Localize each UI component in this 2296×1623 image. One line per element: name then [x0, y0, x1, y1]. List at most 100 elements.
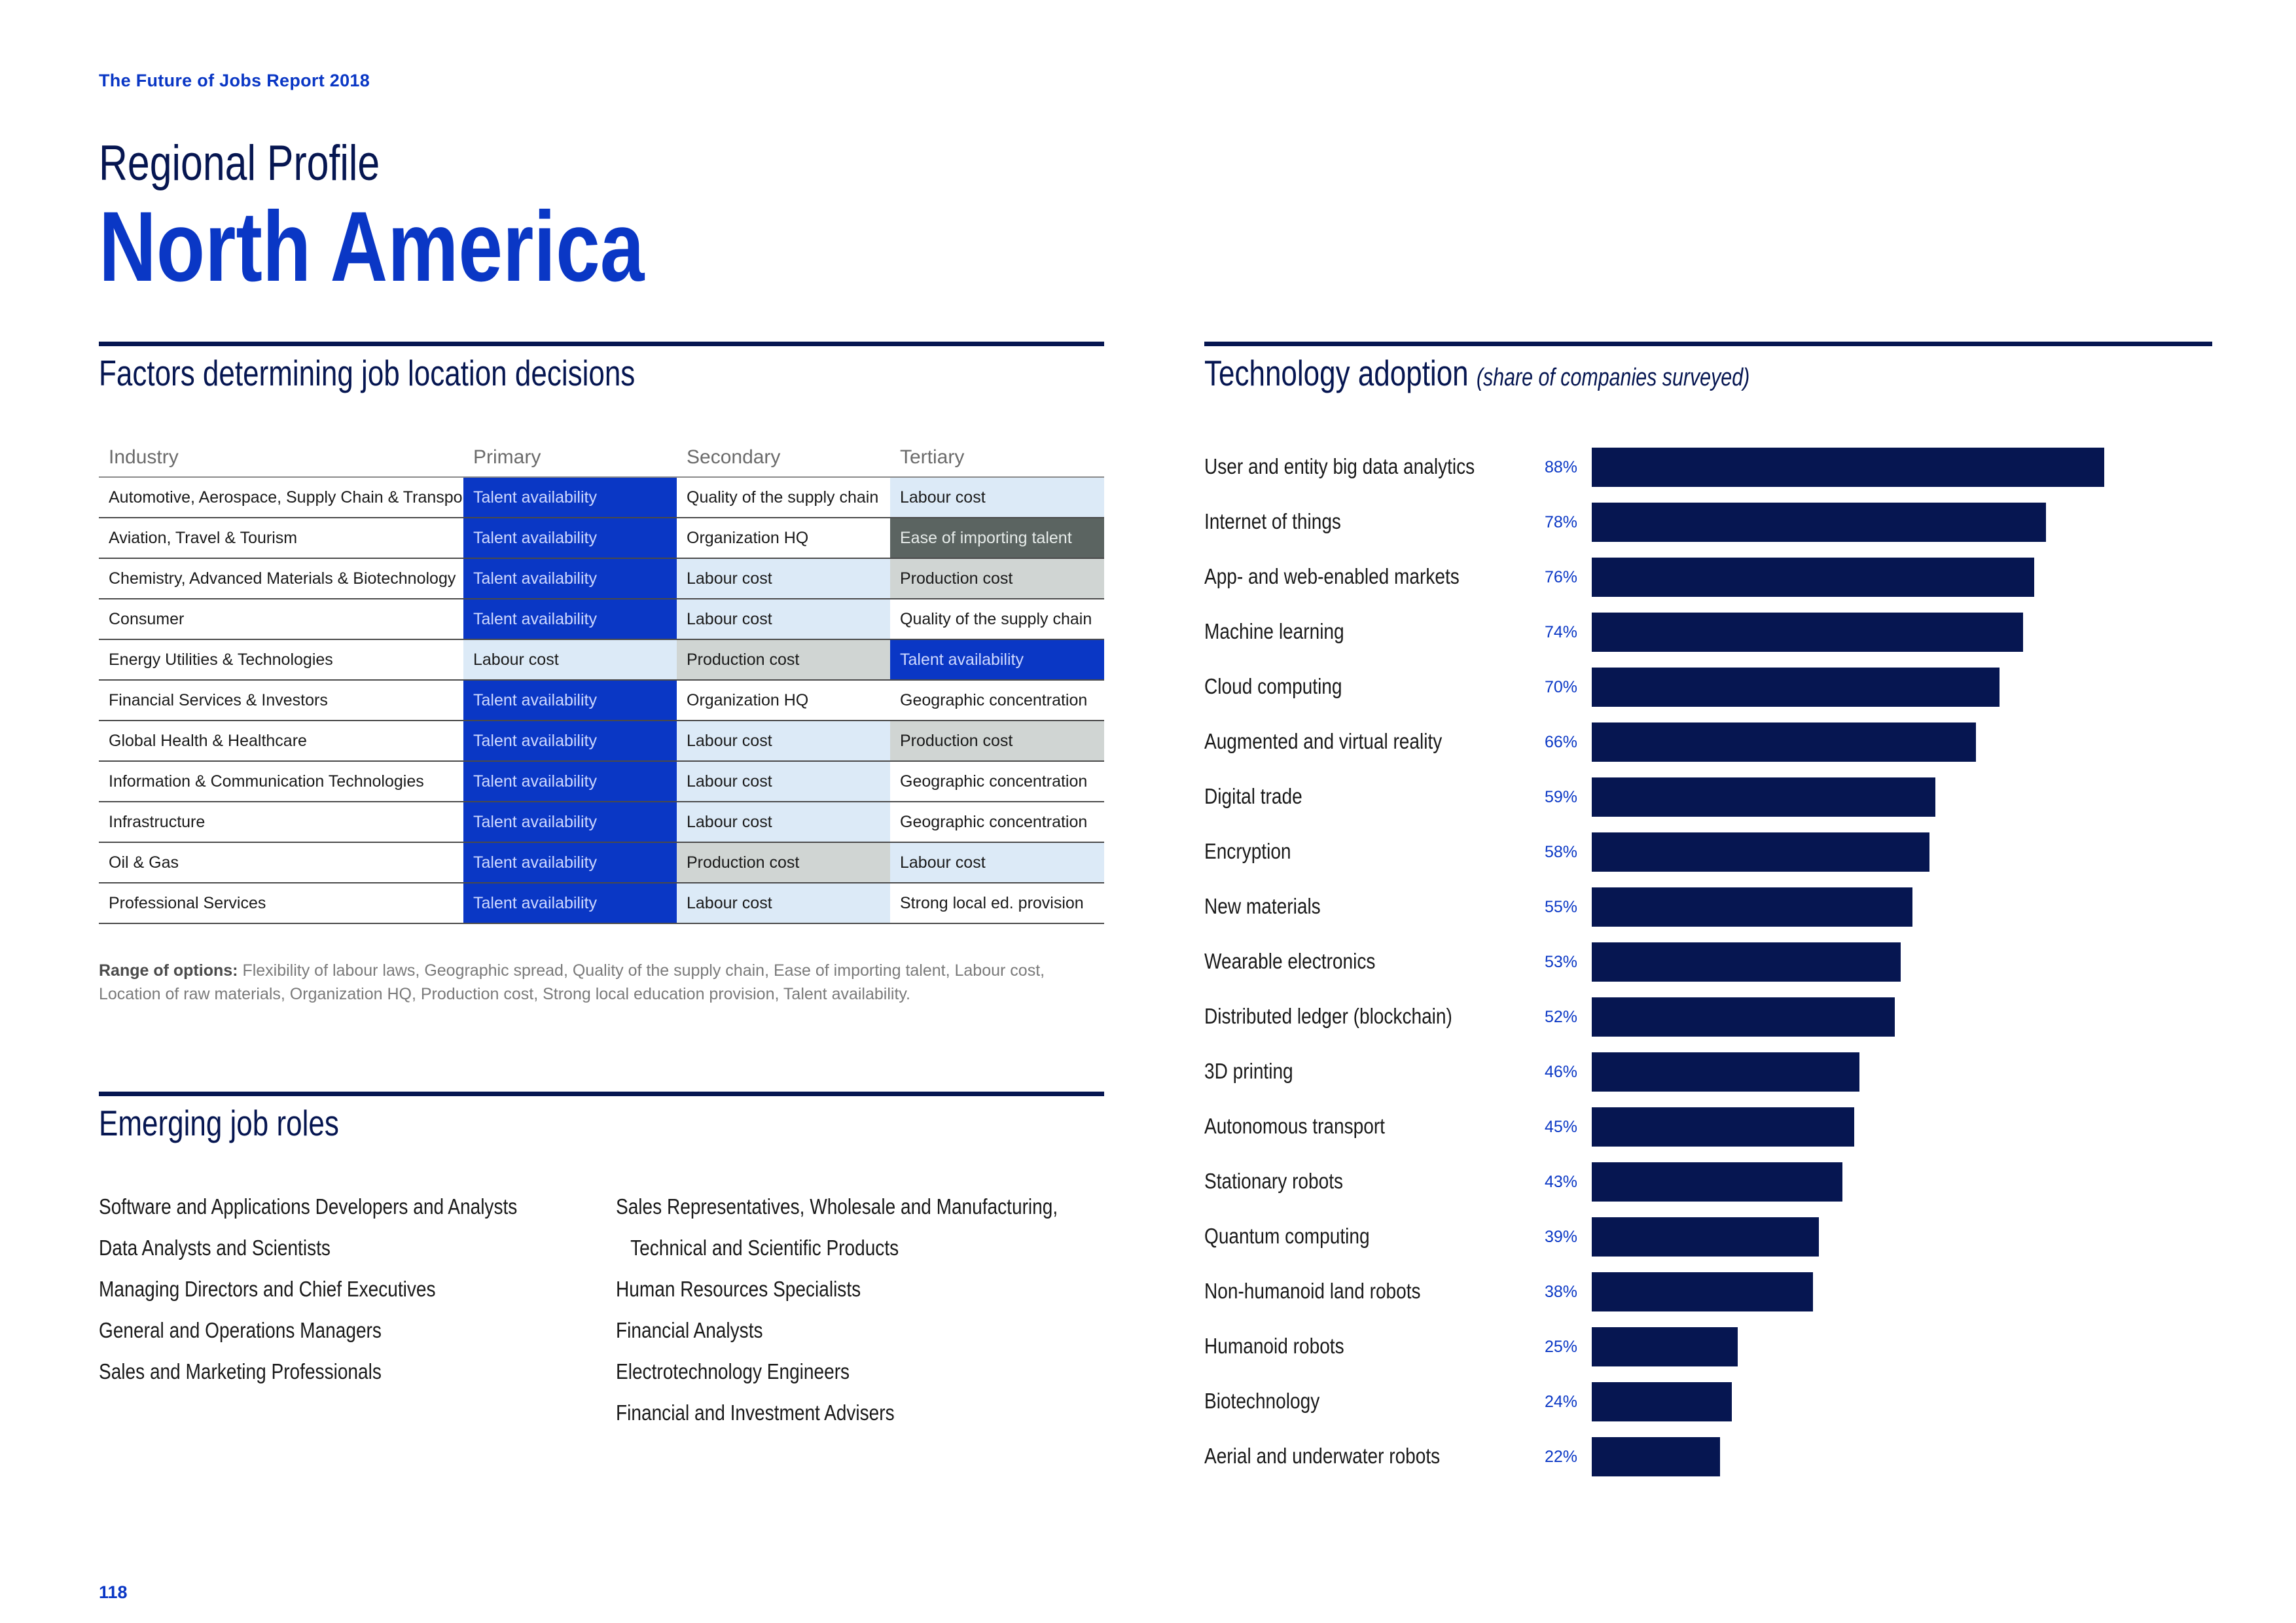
factors-row: Oil & Gas Talent availability Production c…: [99, 842, 1104, 883]
factors-row: Professional Services Talent availability…: [99, 883, 1104, 924]
primary-factor-cell: Labour cost: [463, 639, 677, 681]
factors-table: Industry Primary Secondary Tertiary Auto…: [99, 438, 1104, 924]
factors-title: Factors determining job location decisio…: [99, 353, 636, 393]
bar: [1592, 1327, 1738, 1366]
primary-factor-cell: Talent availability: [463, 802, 677, 843]
tertiary-factor-cell: Quality of the supply chain: [890, 599, 1104, 640]
industry-cell: Financial Services & Investors: [99, 680, 463, 721]
bar: [1592, 1162, 1842, 1202]
primary-factor-cell: Talent availability: [463, 477, 677, 518]
bar-value-label: 88%: [1545, 458, 1578, 476]
bar-value-label: 38%: [1545, 1283, 1578, 1301]
tech-title-subtitle: (share of companies surveyed): [1476, 364, 1750, 391]
column-header-tertiary: Tertiary: [890, 438, 1104, 478]
factors-row: Automotive, Aerospace, Supply Chain & Tr…: [99, 477, 1104, 518]
bar-category-label: Non-humanoid land robots: [1204, 1279, 1421, 1303]
bar-category-label: Encryption: [1204, 839, 1291, 863]
factors-row: Financial Services & Investors Talent ava…: [99, 680, 1104, 721]
secondary-factor-cell: Labour cost: [677, 558, 890, 599]
secondary-factor-cell: Labour cost: [677, 721, 890, 762]
factors-row: Aviation, Travel & Tourism Talent availab…: [99, 518, 1104, 559]
bar-value-label: 43%: [1545, 1173, 1578, 1191]
region-title: North America: [99, 191, 645, 302]
bar-value-label: 46%: [1545, 1063, 1578, 1081]
tech-rule: [1204, 342, 2212, 346]
bar-value-label: 55%: [1545, 898, 1578, 916]
role-item: Data Analysts and Scientists: [99, 1236, 331, 1260]
bar-category-label: Internet of things: [1204, 509, 1341, 533]
bar-value-label: 76%: [1545, 568, 1578, 586]
bar-value-label: 58%: [1545, 843, 1578, 861]
secondary-factor-cell: Labour cost: [677, 883, 890, 924]
roles-title: Emerging job roles: [99, 1103, 339, 1143]
industry-cell: Consumer: [99, 599, 463, 640]
primary-factor-cell: Talent availability: [463, 518, 677, 559]
secondary-factor-cell: Labour cost: [677, 761, 890, 802]
bar: [1592, 1382, 1732, 1421]
bar: [1592, 448, 2104, 487]
industry-cell: Automotive, Aerospace, Supply Chain & Tr…: [99, 477, 463, 518]
range-label: Range of options:: [99, 961, 238, 980]
industry-cell: Energy Utilities & Technologies: [99, 639, 463, 681]
roles-left-column: Software and Applications Developers and…: [99, 1186, 517, 1392]
bar: [1592, 1272, 1813, 1311]
page-number: 118: [99, 1582, 128, 1602]
primary-factor-cell: Talent availability: [463, 883, 677, 924]
bar: [1592, 777, 1935, 817]
bar-value-label: 53%: [1545, 953, 1578, 971]
tertiary-factor-cell: Geographic concentration: [890, 802, 1104, 843]
bar: [1592, 1217, 1819, 1257]
bar-category-label: Distributed ledger (blockchain): [1204, 1004, 1452, 1028]
industry-cell: Information & Communication Technologies: [99, 761, 463, 802]
tertiary-factor-cell: Strong local ed. provision: [890, 883, 1104, 924]
tertiary-factor-cell: Geographic concentration: [890, 761, 1104, 802]
bar-category-label: Cloud computing: [1204, 674, 1342, 698]
range-of-options-note: Range of options: Flexibility of labour …: [99, 959, 1107, 1006]
role-item: Human Resources Specialists: [616, 1277, 861, 1301]
role-item: Electrotechnology Engineers: [616, 1359, 850, 1383]
industry-cell: Global Health & Healthcare: [99, 721, 463, 762]
industry-cell: Chemistry, Advanced Materials & Biotechn…: [99, 558, 463, 599]
factors-header-row: Industry Primary Secondary Tertiary: [99, 438, 1104, 478]
tertiary-factor-cell: Ease of importing talent: [890, 518, 1104, 559]
primary-factor-cell: Talent availability: [463, 842, 677, 883]
industry-cell: Professional Services: [99, 883, 463, 924]
bar-category-label: New materials: [1204, 894, 1321, 918]
factors-row: Global Health & Healthcare Talent availab…: [99, 721, 1104, 762]
bar-value-label: 78%: [1545, 513, 1578, 531]
bar-category-label: Quantum computing: [1204, 1224, 1370, 1248]
bar-category-label: Autonomous transport: [1204, 1114, 1385, 1138]
secondary-factor-cell: Production cost: [677, 639, 890, 681]
bar-value-label: 66%: [1545, 733, 1578, 751]
bar: [1592, 722, 1976, 762]
bar-category-label: App- and web-enabled markets: [1204, 564, 1460, 588]
industry-cell: Aviation, Travel & Tourism: [99, 518, 463, 559]
role-item: Sales and Marketing Professionals: [99, 1359, 382, 1383]
bar-value-label: 70%: [1545, 678, 1578, 696]
column-header-secondary: Secondary: [677, 438, 890, 478]
tech-title: Technology adoption (share of companies …: [1204, 352, 1749, 394]
bar-value-label: 39%: [1545, 1228, 1578, 1246]
tech-title-main: Technology adoption: [1204, 353, 1469, 393]
tertiary-factor-cell: Geographic concentration: [890, 680, 1104, 721]
role-item: Software and Applications Developers and…: [99, 1194, 518, 1219]
bar: [1592, 558, 2034, 597]
secondary-factor-cell: Labour cost: [677, 599, 890, 640]
role-item: Technical and Scientific Products: [630, 1236, 899, 1260]
tertiary-factor-cell: Labour cost: [890, 477, 1104, 518]
range-text: Flexibility of labour laws, Geographic s…: [99, 961, 1045, 1003]
bar-value-label: 74%: [1545, 623, 1578, 641]
role-item: Sales Representatives, Wholesale and Man…: [616, 1194, 1058, 1219]
bar-value-label: 52%: [1545, 1008, 1578, 1026]
industry-cell: Oil & Gas: [99, 842, 463, 883]
bar: [1592, 887, 1912, 927]
bar-category-label: Stationary robots: [1204, 1169, 1344, 1193]
primary-factor-cell: Talent availability: [463, 558, 677, 599]
factors-rule: [99, 342, 1104, 346]
factors-row: Chemistry, Advanced Materials & Biotechn…: [99, 558, 1104, 599]
primary-factor-cell: Talent availability: [463, 599, 677, 640]
factors-row: Consumer Talent availability Labour cost Qu…: [99, 599, 1104, 640]
bar: [1592, 997, 1895, 1037]
bar-category-label: Machine learning: [1204, 619, 1344, 643]
bar-category-label: Digital trade: [1204, 784, 1302, 808]
